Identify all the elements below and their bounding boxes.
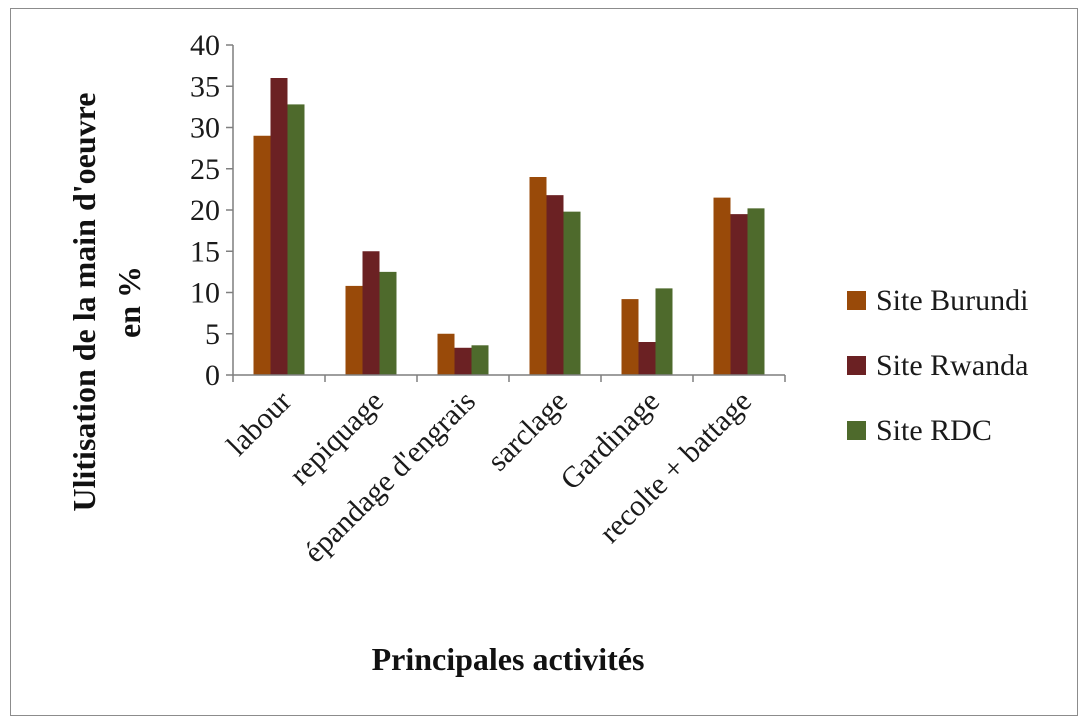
y-tick-label: 35 xyxy=(190,70,220,103)
legend-label: Site RDC xyxy=(876,414,992,447)
x-category-label: labour xyxy=(220,385,298,463)
x-category-label: sarclage xyxy=(481,385,574,478)
y-tick-label: 40 xyxy=(190,29,220,62)
bar xyxy=(287,104,305,376)
legend-swatch xyxy=(847,291,866,310)
y-tick-label: 15 xyxy=(190,235,220,268)
bar xyxy=(747,208,765,375)
bars-group xyxy=(253,78,765,376)
bar xyxy=(713,197,731,375)
y-tick-label: 0 xyxy=(205,359,220,392)
bar xyxy=(621,299,639,375)
x-axis-title: Principales activités xyxy=(372,641,645,677)
legend-swatch xyxy=(847,421,866,440)
axes-group xyxy=(232,45,785,376)
y-tick-label: 20 xyxy=(190,194,220,227)
y-tick-label: 25 xyxy=(190,153,220,186)
bar xyxy=(362,251,380,375)
bar xyxy=(655,288,673,375)
y-tick-label: 5 xyxy=(205,318,220,351)
bar xyxy=(437,333,455,375)
bar xyxy=(270,78,288,375)
bar xyxy=(638,342,656,375)
bar xyxy=(454,347,472,375)
y-ticks-group: 0 5 10 15 20 25 30 35 40 xyxy=(190,29,786,392)
bar xyxy=(379,271,397,375)
legend-swatch xyxy=(847,356,866,375)
bar xyxy=(730,214,748,375)
y-axis-title-line1: Ulitisation de la main d'oeuvre xyxy=(66,93,102,512)
legend-label: Site Rwanda xyxy=(876,349,1028,382)
bar xyxy=(529,177,547,375)
bar xyxy=(546,195,564,375)
bar xyxy=(563,211,581,375)
y-tick-label: 10 xyxy=(190,277,220,310)
legend-label: Site Burundi xyxy=(876,284,1029,317)
legend: Site Burundi Site Rwanda Site RDC xyxy=(847,284,1029,447)
bar xyxy=(471,345,489,375)
y-tick-label: 30 xyxy=(190,112,220,145)
bar xyxy=(253,135,271,375)
y-axis-title-line2: en % xyxy=(111,266,147,338)
x-category-label: épandage d'engrais xyxy=(298,385,482,569)
bar xyxy=(345,285,363,375)
